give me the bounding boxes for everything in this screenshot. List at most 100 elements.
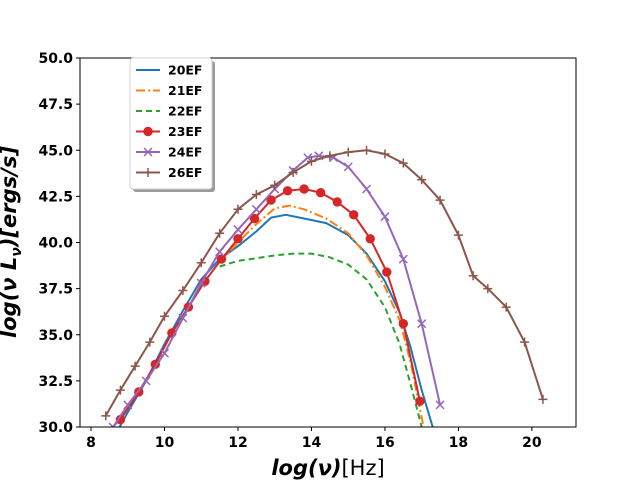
legend-item-26EF: 26EF <box>136 165 202 180</box>
data-point-24EF <box>362 184 372 194</box>
y-tick-label: 42.5 <box>38 189 73 205</box>
data-point-26EF <box>520 337 530 347</box>
data-point-23EF <box>266 195 276 205</box>
y-tick-label: 32.5 <box>38 374 73 390</box>
legend-label: 20EF <box>168 63 202 78</box>
data-point-26EF <box>417 175 427 185</box>
data-point-23EF <box>249 213 260 224</box>
data-point-26EF <box>435 195 445 205</box>
data-point-26EF <box>325 151 335 161</box>
data-point-23EF <box>398 318 409 329</box>
data-point-26EF <box>380 149 390 159</box>
series-line-23EF <box>119 188 421 421</box>
data-point-24EF <box>417 319 427 329</box>
data-point-24EF <box>159 348 170 358</box>
data-point-24EF <box>251 204 261 214</box>
legend-item-23EF: 23EF <box>136 124 202 139</box>
x-tick-label: 16 <box>375 435 394 451</box>
x-tick-label: 20 <box>522 435 542 451</box>
data-point-24EF <box>343 162 353 172</box>
data-point-26EF <box>288 167 298 177</box>
data-point-24EF <box>196 278 206 288</box>
x-axis-title-unit: [Hz] <box>341 456 384 480</box>
legend-label: 26EF <box>168 165 202 180</box>
data-point-24EF <box>435 400 445 410</box>
y-tick-label: 30.0 <box>38 420 73 436</box>
x-tick-label: 8 <box>86 435 96 451</box>
data-point-26EF <box>145 337 155 347</box>
y-axis-title-sub: ν <box>9 247 25 257</box>
data-point-26EF <box>215 228 225 238</box>
data-point-26EF <box>453 230 463 240</box>
series-20EF <box>118 213 434 427</box>
data-point-23EF <box>315 187 326 198</box>
y-axis-title-suffix: )[ergs/s] <box>0 146 21 248</box>
data-point-26EF <box>538 394 548 404</box>
data-point-24EF <box>108 422 118 427</box>
data-point-24EF <box>233 225 243 235</box>
legend-item-21EF: 21EF <box>136 83 202 98</box>
data-point-24EF <box>303 153 313 163</box>
data-point-26EF <box>178 285 188 295</box>
y-tick-label: 50.0 <box>38 51 73 67</box>
series-line-21EF <box>218 204 425 427</box>
y-tick-label: 37.5 <box>38 282 73 298</box>
series-21EF <box>218 204 425 427</box>
data-point-23EF <box>299 184 309 194</box>
legend-label: 22EF <box>168 104 202 119</box>
series-line-20EF <box>118 213 434 427</box>
data-point-24EF <box>215 247 225 257</box>
data-point-26EF <box>468 271 478 281</box>
data-point-26EF <box>306 156 316 166</box>
y-tick-label: 47.5 <box>38 97 73 113</box>
legend-marker <box>143 147 153 157</box>
series-22EF <box>219 252 423 427</box>
data-point-26EF <box>501 302 511 312</box>
x-tick-label: 10 <box>155 435 175 451</box>
data-point-24EF <box>141 376 151 386</box>
x-axis-title: log(ν)[Hz] <box>271 456 384 480</box>
legend-box <box>129 57 213 190</box>
data-point-26EF <box>130 361 140 371</box>
data-point-26EF <box>251 190 261 200</box>
legend-marker <box>143 126 153 137</box>
x-tick-label: 14 <box>302 435 322 451</box>
plot-frame <box>79 57 577 428</box>
data-point-26EF <box>343 147 353 157</box>
legend-marker <box>143 168 153 177</box>
legend-label: 21EF <box>168 83 202 98</box>
series-line-26EF <box>104 149 544 417</box>
legend-item-20EF: 20EF <box>136 63 202 78</box>
series-26EF <box>101 145 548 421</box>
data-point-26EF <box>362 145 372 155</box>
data-point-26EF <box>233 204 243 214</box>
legend-label: 24EF <box>168 145 202 160</box>
data-point-26EF <box>483 284 493 294</box>
x-axis-title-main: log(ν) <box>271 456 341 480</box>
y-tick-label: 35.0 <box>38 328 73 344</box>
series-line-22EF <box>219 252 423 427</box>
data-point-26EF <box>270 180 280 190</box>
y-axis-title: log(ν Lν)[ergs/s] <box>0 146 25 338</box>
data-point-23EF <box>282 186 293 196</box>
legend: 20EF 21EF 22EF 23EF 24EF 26EF <box>129 57 215 192</box>
data-point-23EF <box>415 396 425 406</box>
data-point-23EF <box>349 210 359 220</box>
data-point-23EF <box>216 254 227 264</box>
data-point-23EF <box>332 197 342 207</box>
legend-item-24EF: 24EF <box>136 145 202 160</box>
legend-item-22EF: 22EF <box>136 104 202 119</box>
data-point-26EF <box>398 158 408 168</box>
data-point-24EF <box>178 313 188 323</box>
data-point-23EF <box>365 234 375 244</box>
data-point-26EF <box>160 311 170 321</box>
legend-label: 23EF <box>168 124 202 139</box>
plot-area <box>101 145 548 427</box>
x-tick-label: 18 <box>449 435 468 451</box>
data-point-26EF <box>196 258 206 268</box>
data-point-23EF <box>233 234 243 244</box>
y-axis-title-prefix: log(ν L <box>0 257 21 338</box>
data-point-24EF <box>398 254 408 264</box>
y-tick-label: 40.0 <box>38 236 73 252</box>
